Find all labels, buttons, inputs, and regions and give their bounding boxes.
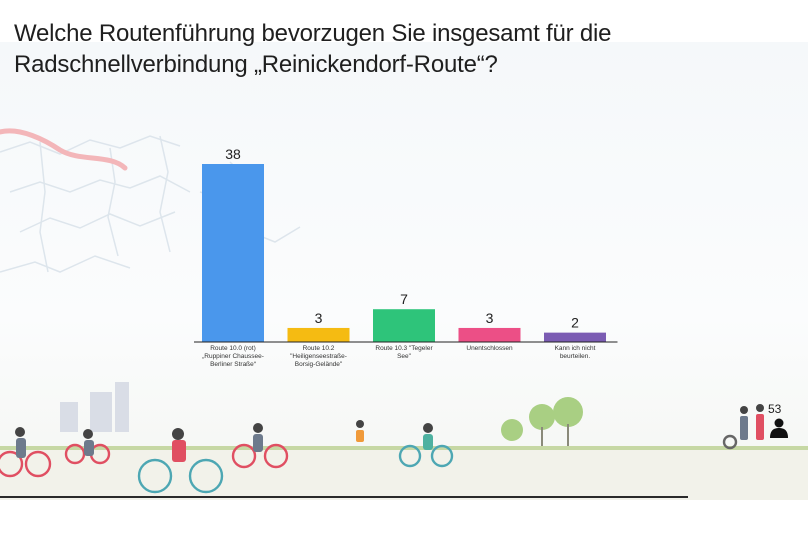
bar-5 xyxy=(544,332,606,342)
slide-background xyxy=(0,42,808,500)
category-label-3: Route 10.3 "Tegeler See" xyxy=(375,345,433,360)
bar-2 xyxy=(287,327,350,342)
footer-divider xyxy=(0,496,688,498)
category-label-5: Kann ich nicht beurteilen. xyxy=(555,345,596,360)
response-count: 53 xyxy=(768,402,782,416)
bar-chart: 38 Route 10.0 (rot) „Ruppiner Chaussee-Ber… xyxy=(194,146,618,368)
data-label-3: 7 xyxy=(400,291,408,307)
category-label-2: Route 10.2 "Heiligenseestraße-Borsig-Gelä… xyxy=(290,345,347,368)
page-title: Welche Routenführung bevorzugen Sie insg… xyxy=(14,20,612,78)
data-label-2: 3 xyxy=(315,310,323,326)
data-label-5: 2 xyxy=(571,315,579,331)
bar-1 xyxy=(202,164,264,342)
data-label-1: 38 xyxy=(225,146,241,162)
bar-4 xyxy=(458,327,521,342)
person-icon xyxy=(770,418,788,438)
cyclist-illustration xyxy=(0,382,808,500)
category-label-4: Unentschlossen xyxy=(466,345,513,352)
bar-3 xyxy=(373,309,435,342)
category-label-1: Route 10.0 (rot) „Ruppiner Chaussee-Berli… xyxy=(202,345,264,368)
data-label-4: 3 xyxy=(486,310,494,326)
red-route-line xyxy=(0,128,128,171)
